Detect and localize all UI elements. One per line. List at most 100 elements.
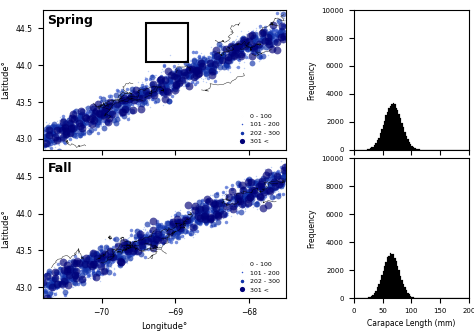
Point	[79, 129, 87, 134]
Point	[103, 259, 111, 264]
Point	[240, 192, 247, 197]
Point	[241, 185, 248, 190]
Point	[108, 93, 115, 98]
Point	[145, 99, 152, 105]
Point	[88, 121, 95, 126]
Point	[248, 29, 256, 35]
Point	[281, 36, 289, 41]
Point	[191, 66, 199, 71]
Point	[192, 64, 200, 69]
Point	[46, 137, 53, 142]
Point	[271, 41, 278, 46]
Point	[256, 25, 264, 31]
Point	[208, 56, 215, 62]
Point	[191, 62, 199, 68]
Point	[268, 25, 276, 30]
Point	[85, 256, 93, 262]
Point	[227, 49, 234, 54]
Point	[148, 82, 156, 87]
Point	[107, 253, 115, 259]
Point	[209, 201, 216, 206]
Point	[256, 38, 264, 43]
Point	[200, 67, 208, 72]
Point	[148, 74, 156, 80]
Point	[65, 277, 73, 282]
Point	[141, 87, 148, 92]
Point	[145, 236, 153, 241]
Point	[206, 60, 214, 65]
Point	[56, 126, 64, 131]
Point	[44, 292, 52, 298]
Point	[67, 124, 75, 129]
Point	[272, 174, 279, 179]
Point	[100, 266, 107, 271]
Point	[223, 212, 230, 217]
Point	[177, 65, 184, 70]
Point	[90, 259, 97, 264]
Point	[237, 53, 244, 58]
Point	[82, 271, 90, 277]
Point	[246, 188, 254, 193]
Point	[103, 119, 111, 124]
Point	[151, 232, 158, 238]
Point	[110, 265, 118, 270]
Point	[118, 259, 125, 265]
Point	[261, 35, 268, 40]
Point	[115, 251, 122, 256]
Point	[211, 58, 219, 63]
Point	[274, 181, 282, 186]
Point	[266, 38, 273, 43]
Point	[219, 45, 227, 51]
Point	[102, 104, 109, 110]
Point	[143, 94, 151, 100]
Point	[173, 82, 181, 87]
Point	[114, 102, 122, 108]
Bar	[413, 147, 414, 150]
Bar	[371, 296, 373, 298]
Point	[101, 107, 109, 112]
Point	[113, 94, 121, 100]
Point	[74, 118, 82, 123]
Point	[73, 278, 80, 283]
Point	[73, 125, 81, 131]
Point	[84, 116, 91, 122]
Point	[46, 279, 54, 284]
Point	[57, 280, 65, 285]
Point	[183, 216, 191, 222]
Point	[240, 196, 247, 202]
Point	[78, 123, 85, 128]
Point	[279, 40, 286, 45]
Point	[52, 281, 60, 286]
Point	[148, 83, 156, 88]
Point	[236, 183, 243, 189]
Point	[246, 41, 254, 47]
Point	[85, 113, 93, 118]
Point	[55, 125, 62, 131]
Point	[217, 56, 224, 61]
Point	[184, 230, 191, 236]
Point	[221, 191, 229, 197]
Point	[46, 145, 54, 151]
Point	[233, 197, 241, 202]
Point	[275, 174, 283, 179]
Point	[100, 110, 107, 115]
Point	[171, 230, 178, 235]
Point	[58, 275, 66, 280]
Point	[236, 61, 243, 66]
Point	[119, 234, 127, 240]
Point	[68, 126, 75, 131]
Point	[110, 259, 118, 264]
Point	[117, 250, 125, 256]
Point	[66, 131, 73, 136]
Point	[115, 247, 123, 252]
Point	[258, 34, 266, 40]
Bar	[417, 149, 419, 150]
Point	[121, 106, 128, 111]
Point	[149, 72, 156, 78]
Point	[173, 230, 181, 236]
Point	[194, 201, 202, 207]
Point	[271, 179, 278, 184]
Point	[222, 48, 230, 53]
Point	[226, 52, 234, 57]
Point	[246, 45, 254, 50]
